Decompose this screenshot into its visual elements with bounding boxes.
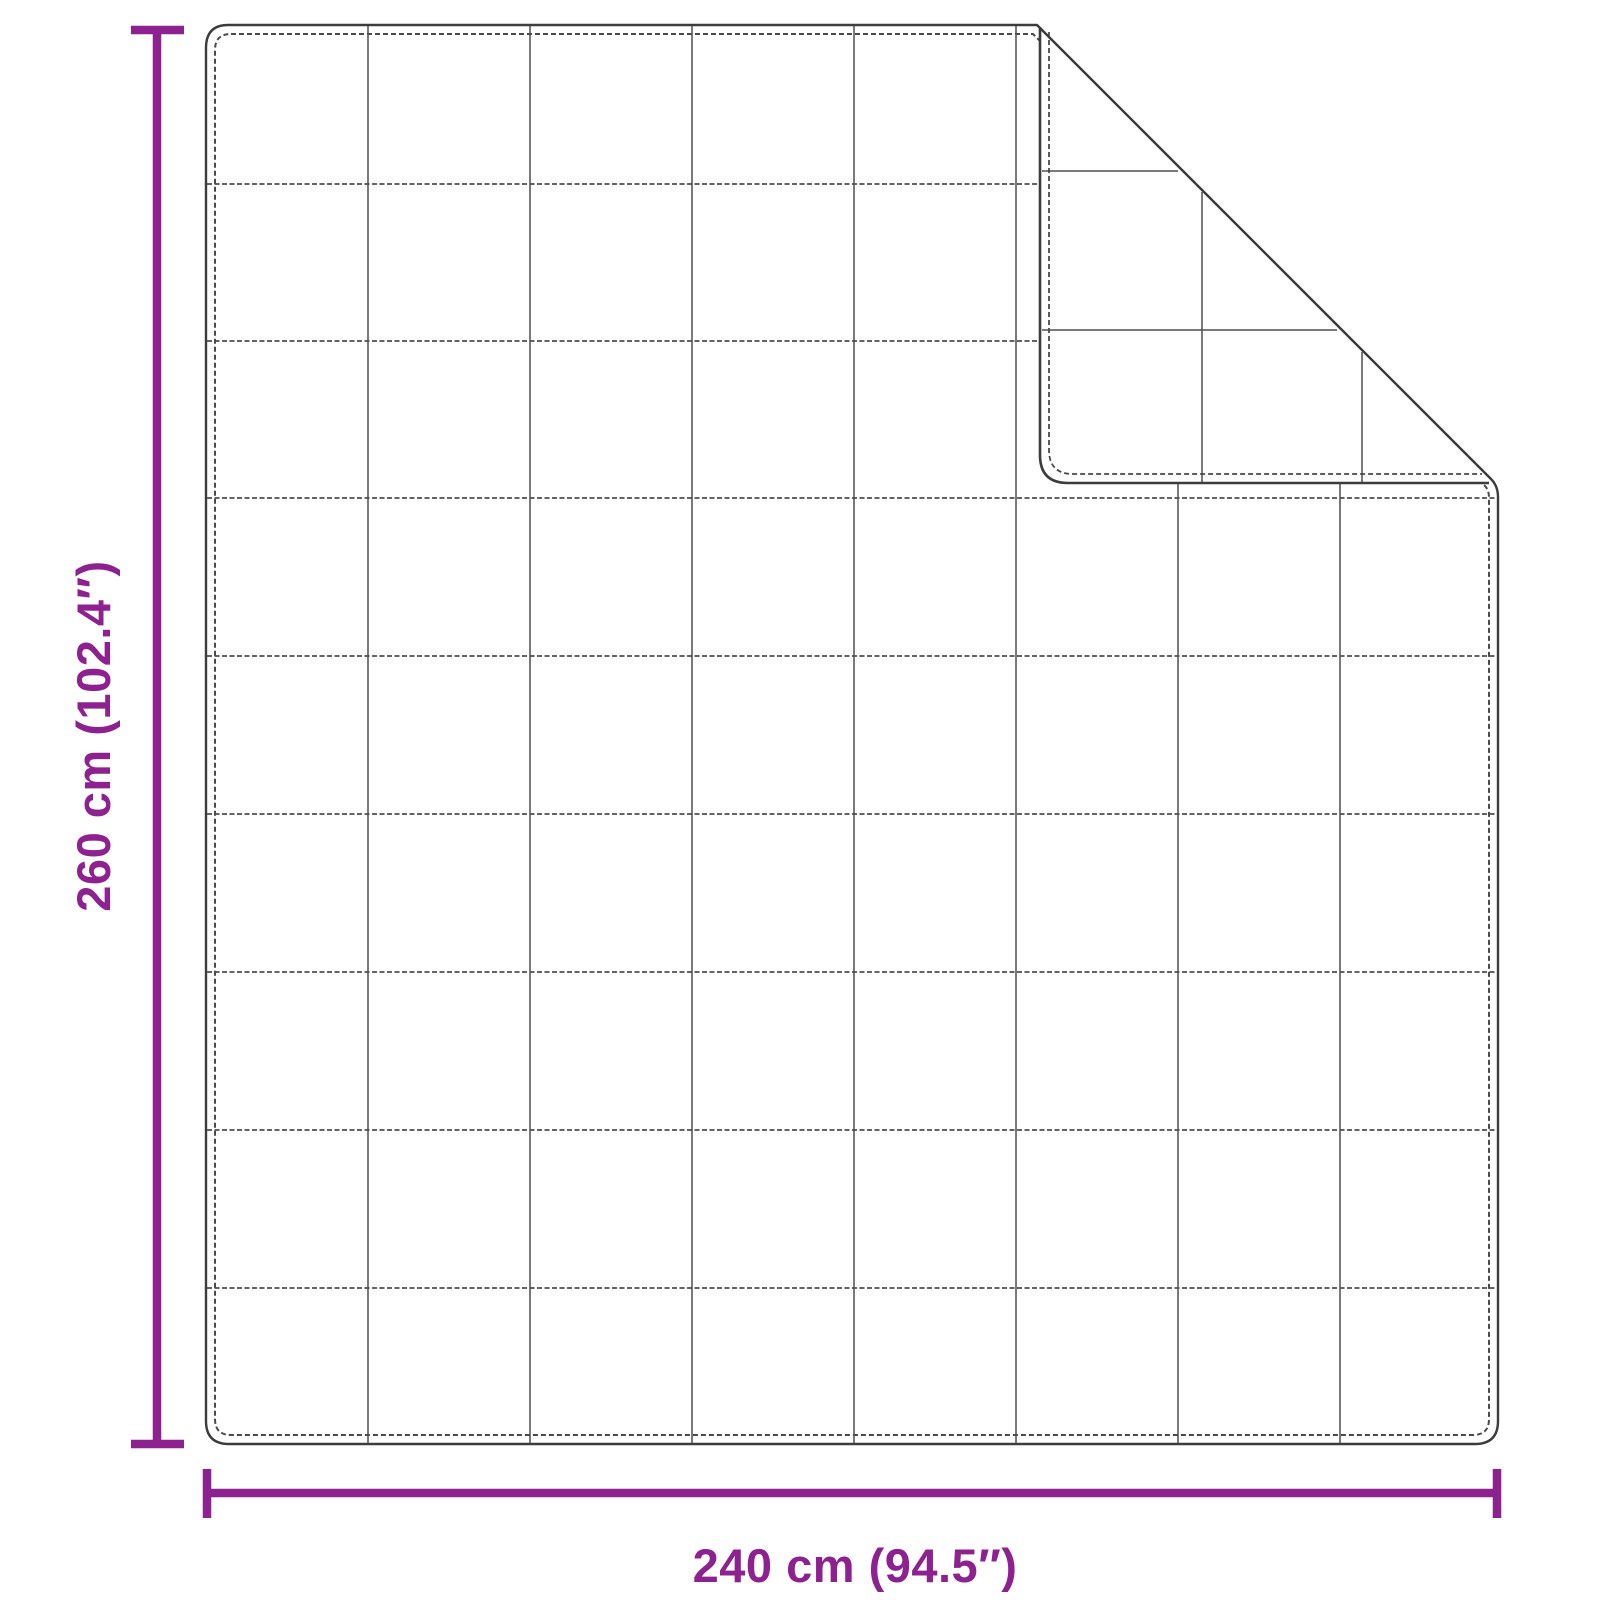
width-label: 240 cm (94.5″) [693, 1539, 1018, 1592]
quilt-grid-horizontal-seams [207, 183, 1497, 1289]
flap-quilt-grid [1042, 170, 1363, 482]
height-dimension [131, 25, 184, 1449]
folded-corner-flap [1036, 24, 1492, 485]
fold-crease-line [1036, 24, 1492, 480]
flap-edge-stitching [1048, 32, 1482, 475]
height-label: 260 cm (102.4″) [67, 560, 120, 911]
quilt-grid-vertical-seams [367, 26, 1341, 1443]
width-dimension [202, 1469, 1502, 1518]
blanket-outline [204, 23, 1500, 1446]
blanket-edge-stitching [214, 33, 1490, 1436]
blanket [204, 23, 1500, 1446]
flap-face [1040, 27, 1487, 483]
flap-edge [1038, 27, 1489, 485]
